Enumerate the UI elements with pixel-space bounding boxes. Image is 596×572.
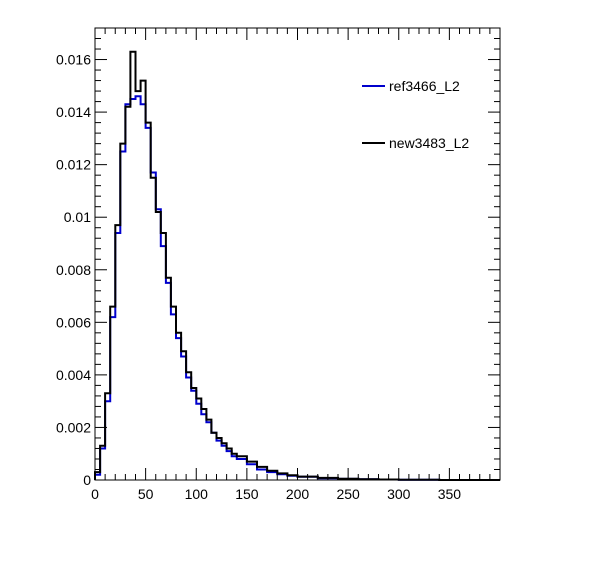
- axis-layer: 0 50 100 150 200 250 300 350 0 0.002 0.004 0.006 0.0…: [56, 28, 500, 502]
- y-tick-label: 0.004: [56, 367, 91, 383]
- x-tick-label: 150: [235, 486, 259, 502]
- y-tick-label: 0.012: [56, 157, 91, 173]
- x-tick-label: 300: [387, 486, 411, 502]
- legend: ref3466_L2 new3483_L2: [362, 78, 469, 151]
- x-tick-label: 250: [336, 486, 360, 502]
- x-tick-label: 350: [438, 486, 462, 502]
- y-tick-label: 0.006: [56, 314, 91, 330]
- y-tick-label: 0.008: [56, 262, 91, 278]
- y-tick-label: 0.002: [56, 419, 91, 435]
- series-line-1: [94, 50, 500, 481]
- legend-label-new: new3483_L2: [389, 135, 469, 151]
- y-tick-label: 0.016: [56, 52, 91, 68]
- y-tick-label: 0: [83, 472, 91, 488]
- x-tick-label: 50: [138, 486, 154, 502]
- x-tick-label: 200: [286, 486, 310, 502]
- x-tick-label: 100: [185, 486, 209, 502]
- legend-label-ref: ref3466_L2: [389, 78, 460, 94]
- y-tick-label: 0.01: [64, 209, 91, 225]
- y-tick-label: 0.014: [56, 104, 91, 120]
- x-tick-label: 0: [91, 486, 99, 502]
- series-layer: [94, 50, 500, 481]
